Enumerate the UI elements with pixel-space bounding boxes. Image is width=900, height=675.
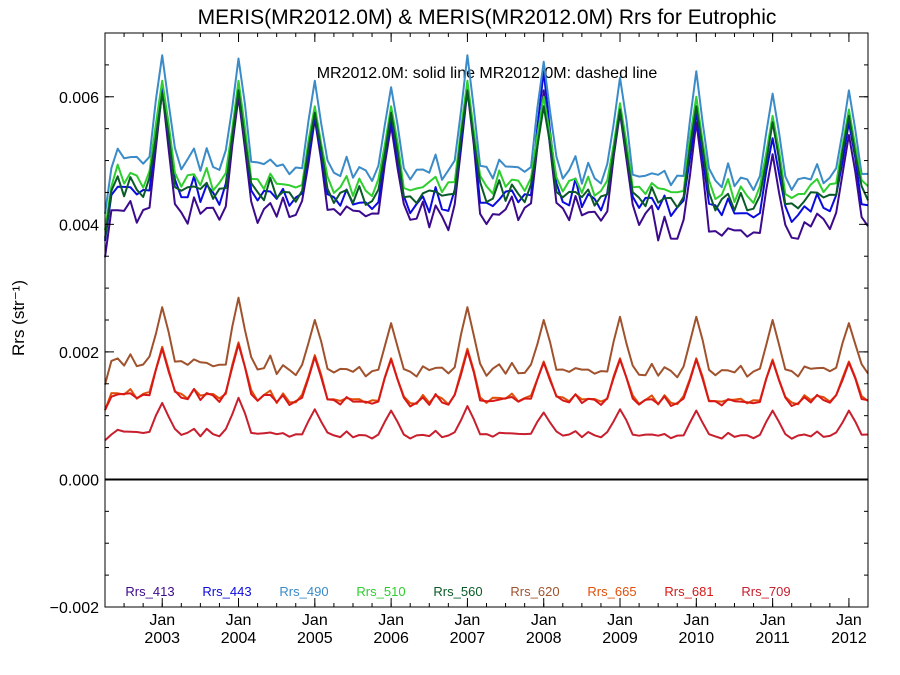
x-tick-year-label: 2010 [679,630,715,647]
series-line-rrs-413 [104,89,869,258]
x-tick-month-label: Jan [302,612,328,629]
x-tick-month-label: Jan [760,612,786,629]
y-axis-label: Rrs (str⁻¹) [9,280,28,356]
legend-entry-rrs-443: Rrs_443 [202,584,251,599]
x-tick-month-label: Jan [531,612,557,629]
x-tick-month-label: Jan [226,612,252,629]
x-tick-month-label: Jan [607,612,633,629]
y-tick-label: 0.006 [59,90,99,107]
legend-entry-rrs-620: Rrs_620 [510,584,559,599]
x-tick-month-label: Jan [378,612,404,629]
x-tick-month-label: Jan [683,612,709,629]
legend-entry-rrs-560: Rrs_560 [433,584,482,599]
x-tick-year-label: 2004 [221,630,257,647]
x-tick-year-label: 2009 [602,630,638,647]
x-tick-year-label: 2012 [831,630,867,647]
legend-entry-rrs-665: Rrs_665 [587,584,636,599]
legend: Rrs_413 Rrs_443 Rrs_490 Rrs_510 Rrs_560 Rrs_6… [125,584,790,599]
series-line-rrs-510 [104,79,869,231]
y-tick-label: 0.004 [59,217,99,234]
line-style-annotation: MR2012.0M: solid line MR2012.0M: dashed … [317,65,658,82]
series-layer [104,54,869,442]
x-tick-year-label: 2005 [297,630,333,647]
legend-entry-rrs-510: Rrs_510 [356,584,405,599]
series-line-rrs-490 [104,54,869,214]
series-line-rrs-709 [104,396,869,442]
axis-layer: −0.0020.0000.0020.0040.006Jan2003Jan2004… [50,32,869,647]
series-line-rrs-681 [104,343,869,411]
legend-entry-rrs-681: Rrs_681 [664,584,713,599]
series-line-rrs-443 [104,70,869,242]
x-tick-month-label: Jan [149,612,175,629]
legend-entry-rrs-490: Rrs_490 [279,584,328,599]
chart-title: MERIS(MR2012.0M) & MERIS(MR2012.0M) Rrs … [198,6,777,29]
x-tick-month-label: Jan [455,612,481,629]
x-tick-year-label: 2006 [373,630,409,647]
x-tick-month-label: Jan [836,612,862,629]
legend-entry-rrs-413: Rrs_413 [125,584,174,599]
y-tick-label: 0.000 [59,472,99,489]
x-tick-year-label: 2008 [526,630,562,647]
x-tick-year-label: 2011 [755,630,790,647]
x-tick-year-label: 2007 [450,630,486,647]
plot-frame [104,32,869,608]
legend-entry-rrs-709: Rrs_709 [741,584,790,599]
series-line-rrs-560 [104,89,869,239]
y-tick-label: −0.002 [50,600,99,617]
x-tick-year-label: 2003 [144,630,180,647]
y-tick-label: 0.002 [59,345,99,362]
series-line-rrs-620 [104,296,869,385]
